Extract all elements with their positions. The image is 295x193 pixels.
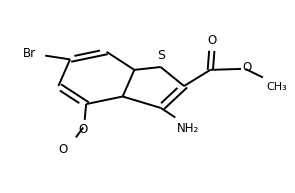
Text: O: O bbox=[207, 34, 217, 47]
Text: S: S bbox=[158, 49, 165, 62]
Text: Br: Br bbox=[23, 47, 37, 60]
Text: CH₃: CH₃ bbox=[267, 82, 287, 92]
Text: O: O bbox=[58, 143, 67, 156]
Text: O: O bbox=[78, 123, 88, 136]
Text: NH₂: NH₂ bbox=[177, 122, 199, 135]
Text: O: O bbox=[242, 61, 251, 74]
